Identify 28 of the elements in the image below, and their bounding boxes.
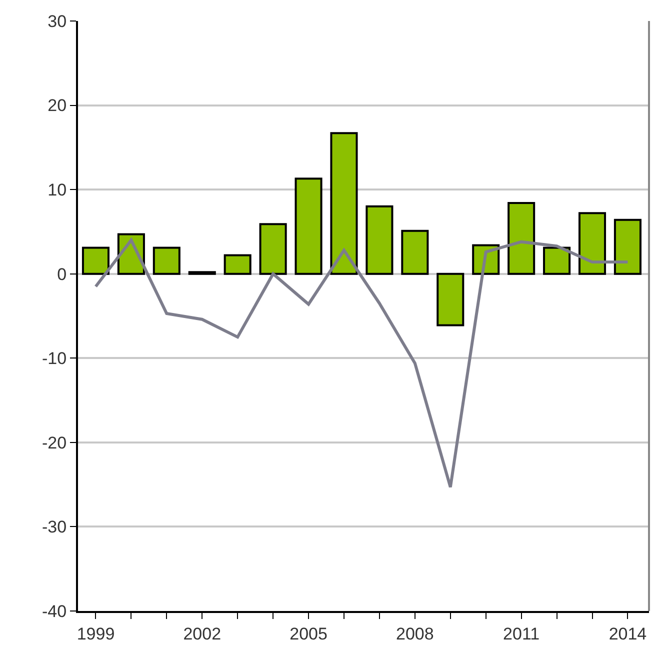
y-tick-label: -30 <box>42 518 67 537</box>
y-tick-label: 30 <box>48 12 67 31</box>
x-tick-label: 2002 <box>183 624 222 644</box>
y-tick-label: 0 <box>57 264 67 284</box>
y-tick-label: -20 <box>42 433 67 452</box>
bar <box>436 272 464 326</box>
bar <box>543 246 571 275</box>
bar <box>294 178 322 275</box>
y-tick-label: -40 <box>42 602 67 621</box>
bar <box>578 212 606 275</box>
bar <box>366 205 394 275</box>
bar <box>401 230 429 275</box>
x-tick-label: 2014 <box>608 624 647 644</box>
bar <box>82 246 110 275</box>
y-tick-label: 20 <box>48 96 67 116</box>
x-tick-label: 2005 <box>290 624 328 644</box>
x-tick-label: 2011 <box>503 624 540 644</box>
x-tick-label: 1999 <box>76 624 115 644</box>
bar <box>259 223 287 275</box>
bar <box>152 246 180 275</box>
bar <box>508 202 536 275</box>
x-tick-label: 2008 <box>396 624 434 644</box>
line-series <box>94 238 630 489</box>
y-tick-label: 10 <box>48 180 67 200</box>
y-tick-label: -10 <box>42 349 67 368</box>
bar <box>614 218 642 275</box>
bar <box>330 132 358 275</box>
bar <box>224 254 252 275</box>
